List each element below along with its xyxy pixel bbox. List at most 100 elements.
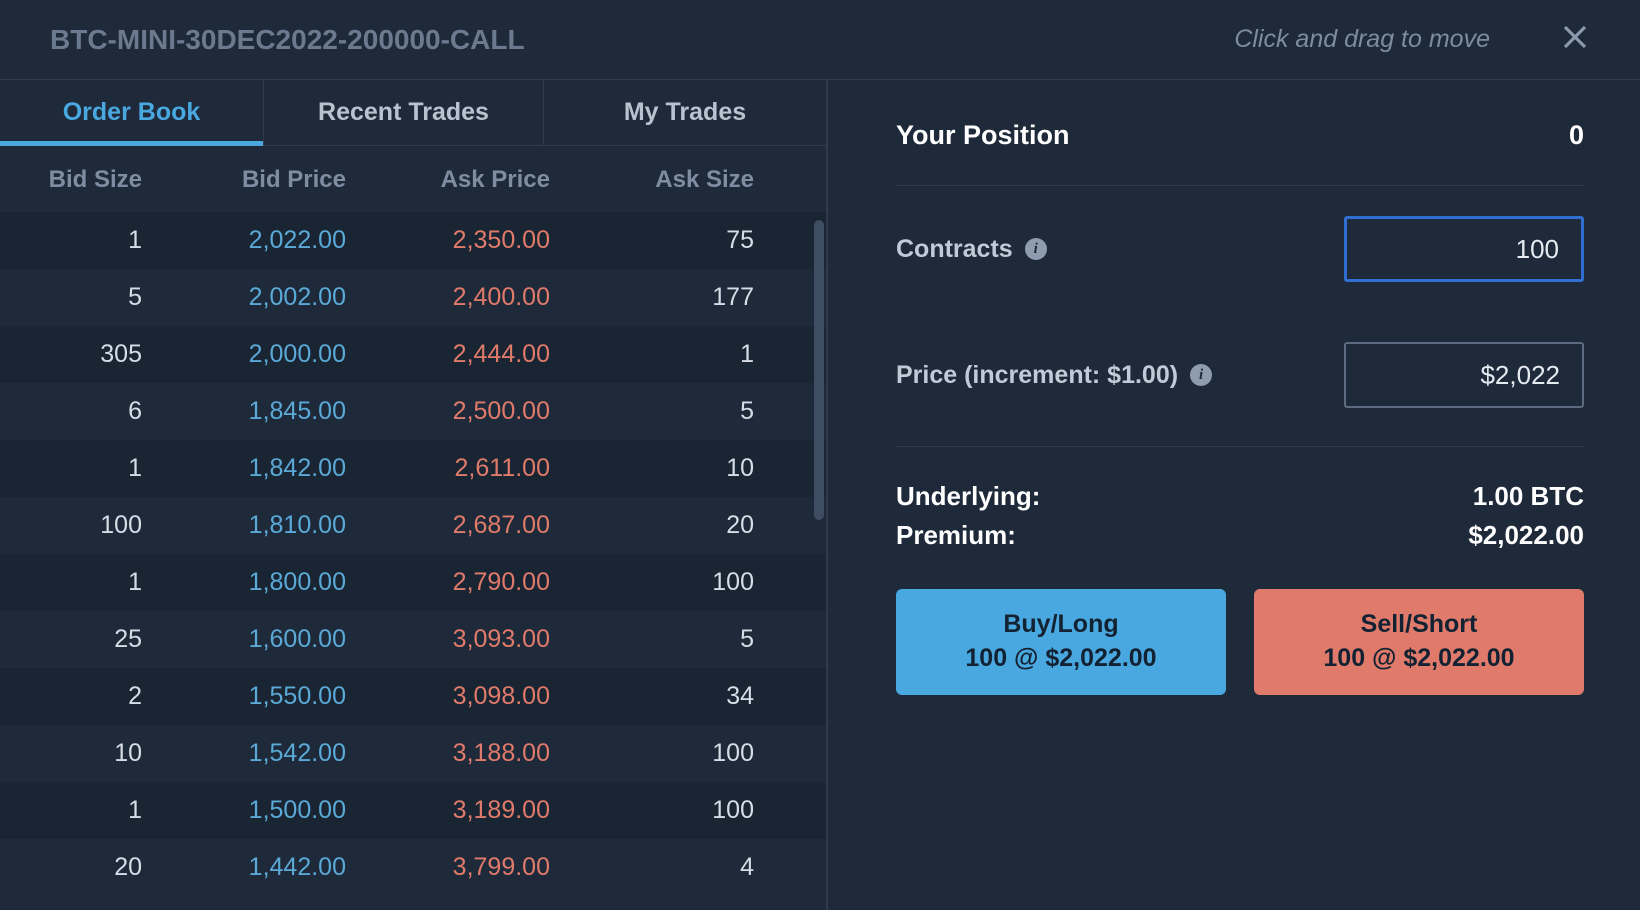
contracts-label-text: Contracts bbox=[896, 235, 1013, 264]
summary: Underlying: 1.00 BTC Premium: $2,022.00 bbox=[896, 447, 1584, 555]
order-book-row[interactable]: 1001,810.002,687.0020 bbox=[0, 497, 826, 554]
info-icon[interactable]: i bbox=[1025, 238, 1047, 260]
premium-label: Premium: bbox=[896, 516, 1016, 555]
underlying-row: Underlying: 1.00 BTC bbox=[896, 477, 1584, 516]
bid-price: 2,000.00 bbox=[178, 340, 382, 369]
order-form: Your Position 0 Contracts i Price (incre… bbox=[828, 80, 1640, 910]
ask-size: 20 bbox=[586, 511, 790, 540]
order-book-row[interactable]: 52,002.002,400.00177 bbox=[0, 269, 826, 326]
buy-sub: 100 @ $2,022.00 bbox=[965, 642, 1156, 676]
drag-hint: Click and drag to move bbox=[1234, 25, 1490, 54]
bid-price: 2,002.00 bbox=[178, 283, 382, 312]
contracts-input[interactable] bbox=[1344, 216, 1584, 282]
scrollbar[interactable] bbox=[814, 220, 824, 520]
ask-size: 10 bbox=[586, 454, 790, 483]
col-ask-price: Ask Price bbox=[382, 166, 586, 194]
contracts-row: Contracts i bbox=[896, 186, 1584, 312]
tab-label: My Trades bbox=[624, 98, 746, 127]
premium-value: $2,022.00 bbox=[1468, 516, 1584, 555]
titlebar[interactable]: BTC-MINI-30DEC2022-200000-CALL Click and… bbox=[0, 0, 1640, 80]
bid-size: 305 bbox=[0, 340, 178, 369]
order-book-row[interactable]: 11,842.002,611.0010 bbox=[0, 440, 826, 497]
col-ask-size: Ask Size bbox=[586, 166, 790, 194]
price-input[interactable] bbox=[1344, 342, 1584, 408]
order-book-row[interactable]: 201,442.003,799.004 bbox=[0, 839, 826, 896]
order-book-row[interactable]: 101,542.003,188.00100 bbox=[0, 725, 826, 782]
bid-size: 1 bbox=[0, 568, 178, 597]
price-label: Price (increment: $1.00) i bbox=[896, 361, 1212, 390]
ask-size: 1 bbox=[586, 340, 790, 369]
ask-size: 5 bbox=[586, 397, 790, 426]
ask-price: 2,350.00 bbox=[382, 226, 586, 255]
tab-label: Recent Trades bbox=[318, 98, 489, 127]
ask-price: 3,188.00 bbox=[382, 739, 586, 768]
titlebar-right: Click and drag to move bbox=[1234, 22, 1590, 57]
bid-price: 1,500.00 bbox=[178, 796, 382, 825]
position-row: Your Position 0 bbox=[896, 120, 1584, 186]
ask-price: 3,098.00 bbox=[382, 682, 586, 711]
body: Order Book Recent Trades My Trades Bid S… bbox=[0, 80, 1640, 910]
bid-size: 100 bbox=[0, 511, 178, 540]
bid-size: 25 bbox=[0, 625, 178, 654]
info-icon[interactable]: i bbox=[1190, 364, 1212, 386]
order-book-row[interactable]: 11,800.002,790.00100 bbox=[0, 554, 826, 611]
tab-recent-trades[interactable]: Recent Trades bbox=[264, 80, 544, 145]
bid-price: 1,542.00 bbox=[178, 739, 382, 768]
price-label-text: Price (increment: $1.00) bbox=[896, 361, 1178, 390]
ask-price: 3,093.00 bbox=[382, 625, 586, 654]
contracts-label: Contracts i bbox=[896, 235, 1047, 264]
order-book-row[interactable]: 11,500.003,189.00100 bbox=[0, 782, 826, 839]
ask-size: 34 bbox=[586, 682, 790, 711]
bid-price: 1,842.00 bbox=[178, 454, 382, 483]
price-row: Price (increment: $1.00) i bbox=[896, 312, 1584, 447]
ask-size: 5 bbox=[586, 625, 790, 654]
order-book-row[interactable]: 251,600.003,093.005 bbox=[0, 611, 826, 668]
tab-my-trades[interactable]: My Trades bbox=[544, 80, 826, 145]
order-book-header: Bid Size Bid Price Ask Price Ask Size bbox=[0, 146, 826, 212]
bid-size: 5 bbox=[0, 283, 178, 312]
ask-price: 3,799.00 bbox=[382, 853, 586, 882]
ask-price: 2,500.00 bbox=[382, 397, 586, 426]
sell-label: Sell/Short bbox=[1361, 608, 1478, 642]
order-book-row[interactable]: 61,845.002,500.005 bbox=[0, 383, 826, 440]
tabs: Order Book Recent Trades My Trades bbox=[0, 80, 826, 146]
position-label: Your Position bbox=[896, 120, 1070, 151]
underlying-value: 1.00 BTC bbox=[1473, 477, 1584, 516]
order-book-rows: 12,022.002,350.007552,002.002,400.001773… bbox=[0, 212, 826, 910]
left-panel: Order Book Recent Trades My Trades Bid S… bbox=[0, 80, 828, 910]
ask-price: 2,400.00 bbox=[382, 283, 586, 312]
col-bid-price: Bid Price bbox=[178, 166, 382, 194]
premium-row: Premium: $2,022.00 bbox=[896, 516, 1584, 555]
buy-label: Buy/Long bbox=[1003, 608, 1118, 642]
bid-size: 2 bbox=[0, 682, 178, 711]
position-value: 0 bbox=[1569, 120, 1584, 151]
sell-button[interactable]: Sell/Short 100 @ $2,022.00 bbox=[1254, 589, 1584, 695]
sell-sub: 100 @ $2,022.00 bbox=[1323, 642, 1514, 676]
col-bid-size: Bid Size bbox=[0, 166, 178, 194]
bid-price: 1,845.00 bbox=[178, 397, 382, 426]
ask-size: 177 bbox=[586, 283, 790, 312]
ask-size: 100 bbox=[586, 568, 790, 597]
ask-price: 3,189.00 bbox=[382, 796, 586, 825]
bid-size: 1 bbox=[0, 796, 178, 825]
ask-size: 100 bbox=[586, 796, 790, 825]
ask-price: 2,790.00 bbox=[382, 568, 586, 597]
instrument-title: BTC-MINI-30DEC2022-200000-CALL bbox=[50, 24, 525, 56]
buy-button[interactable]: Buy/Long 100 @ $2,022.00 bbox=[896, 589, 1226, 695]
order-book-row[interactable]: 12,022.002,350.0075 bbox=[0, 212, 826, 269]
tab-label: Order Book bbox=[63, 98, 201, 127]
ask-size: 100 bbox=[586, 739, 790, 768]
bid-size: 6 bbox=[0, 397, 178, 426]
close-icon[interactable] bbox=[1560, 22, 1590, 57]
bid-size: 1 bbox=[0, 226, 178, 255]
bid-price: 2,022.00 bbox=[178, 226, 382, 255]
bid-size: 20 bbox=[0, 853, 178, 882]
ask-size: 4 bbox=[586, 853, 790, 882]
bid-price: 1,800.00 bbox=[178, 568, 382, 597]
underlying-label: Underlying: bbox=[896, 477, 1040, 516]
order-book-row[interactable]: 3052,000.002,444.001 bbox=[0, 326, 826, 383]
ask-price: 2,444.00 bbox=[382, 340, 586, 369]
bid-price: 1,600.00 bbox=[178, 625, 382, 654]
tab-order-book[interactable]: Order Book bbox=[0, 80, 264, 145]
order-book-row[interactable]: 21,550.003,098.0034 bbox=[0, 668, 826, 725]
